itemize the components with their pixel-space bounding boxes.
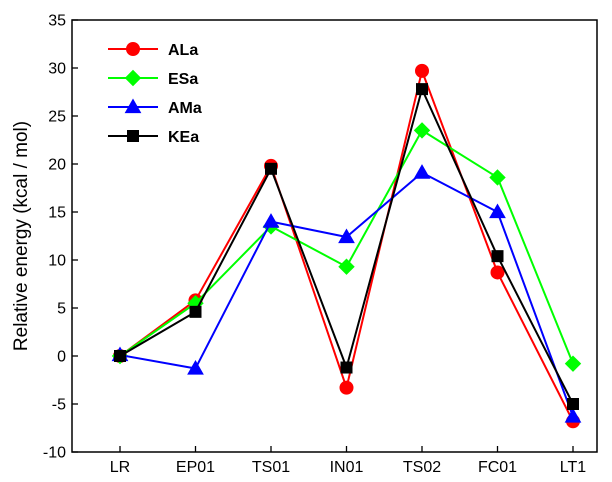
legend-item-KEa: KEa [108,129,199,146]
data-point [339,380,354,395]
data-point [416,83,428,96]
legend-marker [124,98,142,114]
x-tick-label: EP01 [176,459,215,476]
plot-frame [71,19,598,453]
y-tick-label: 25 [48,109,66,126]
legend-item-ALa: ALa [108,42,198,59]
series-layer [111,63,582,429]
data-point [262,213,280,228]
legend-label: KEa [168,129,199,146]
x-tick-label: LR [110,459,130,476]
data-point [567,398,579,410]
x-axis: LR EP01 TS01 IN01 TS02 FC01 LT1 [110,446,586,476]
data-point [413,122,431,139]
data-point [564,355,582,372]
series-KEa [114,83,579,410]
legend-item-AMa: AMa [108,98,202,117]
y-tick-label: -10 [43,445,66,462]
y-tick-label: 30 [48,61,66,78]
y-tick-label: 10 [48,253,66,270]
x-tick-label: IN01 [330,459,364,476]
y-tick-label: 5 [57,301,66,318]
y-tick-label: 0 [57,349,66,366]
y-tick-label: 35 [48,13,66,30]
data-point [413,164,431,179]
legend-label: ESa [168,71,198,88]
data-point [114,350,126,362]
legend: ALa ESa AMa KEa [108,42,202,146]
legend-item-ESa: ESa [108,69,198,88]
data-point [490,265,505,280]
y-tick-label: 20 [48,157,66,174]
legend-label: AMa [168,100,202,117]
data-point [189,305,202,318]
series-line [119,129,574,365]
data-point [187,359,204,375]
data-point [489,203,506,219]
legend-marker [126,42,140,56]
data-point [415,63,429,78]
data-point [265,162,277,175]
x-tick-label: TS02 [403,459,441,476]
data-point [340,361,353,374]
legend-marker [127,130,139,142]
series-line [119,171,574,417]
x-tick-label: TS01 [252,459,290,476]
legend-marker [124,69,142,87]
data-point [564,407,582,423]
data-point [338,258,355,275]
data-point [489,169,506,186]
x-tick-label: FC01 [478,459,517,476]
y-tick-label: 15 [48,205,66,222]
y-tick-label: -5 [52,397,66,414]
y-axis: -10 -5 0 5 10 15 20 25 30 35 [43,13,78,462]
x-tick-label: LT1 [560,459,586,476]
data-point [491,250,504,263]
data-point [338,228,355,244]
legend-label: ALa [168,42,198,59]
y-axis-title: Relative energy (kcal / mol) [11,121,32,351]
